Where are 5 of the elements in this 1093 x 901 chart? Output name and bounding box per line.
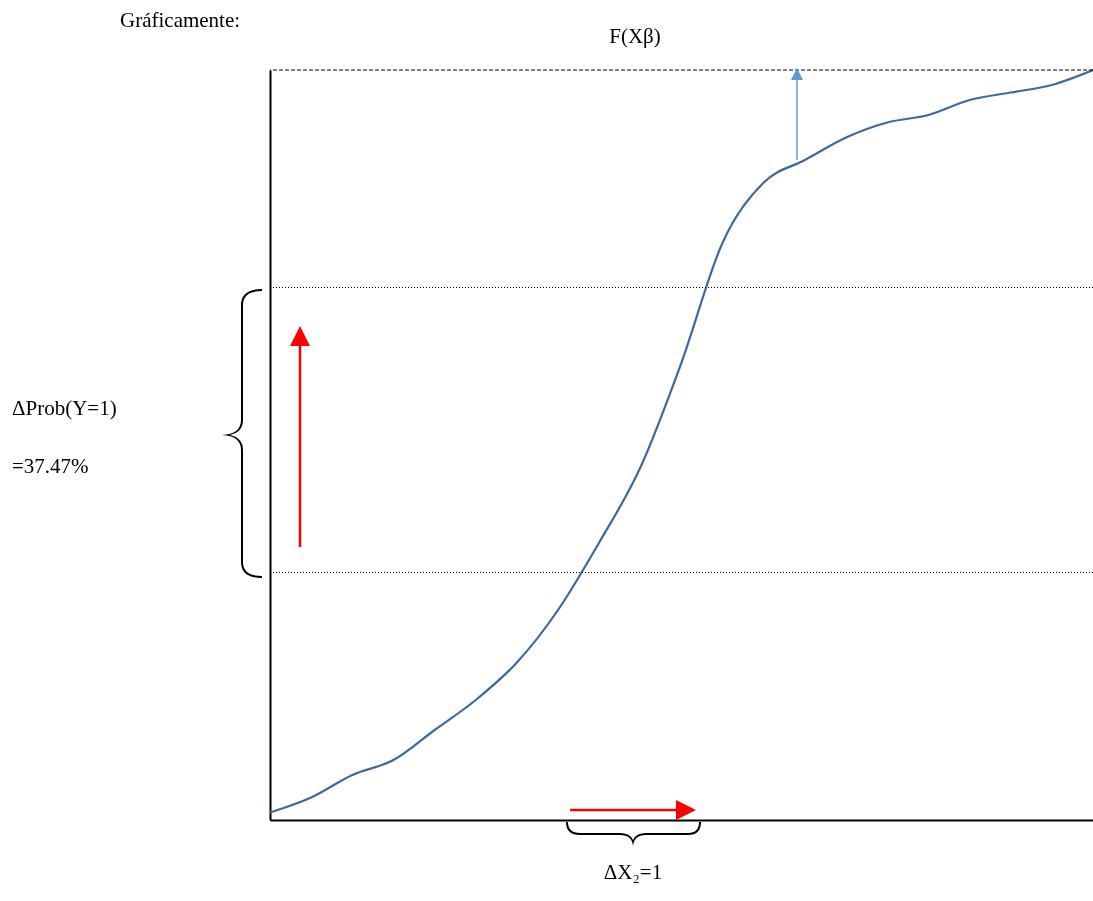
text: =37.47% [12, 454, 89, 479]
text: F(Xβ) [609, 24, 661, 49]
text: ΔProb(Y=1) [12, 396, 117, 421]
text: ΔX₂=1 [603, 860, 663, 885]
chart-title: Gráficamente: [120, 8, 241, 33]
